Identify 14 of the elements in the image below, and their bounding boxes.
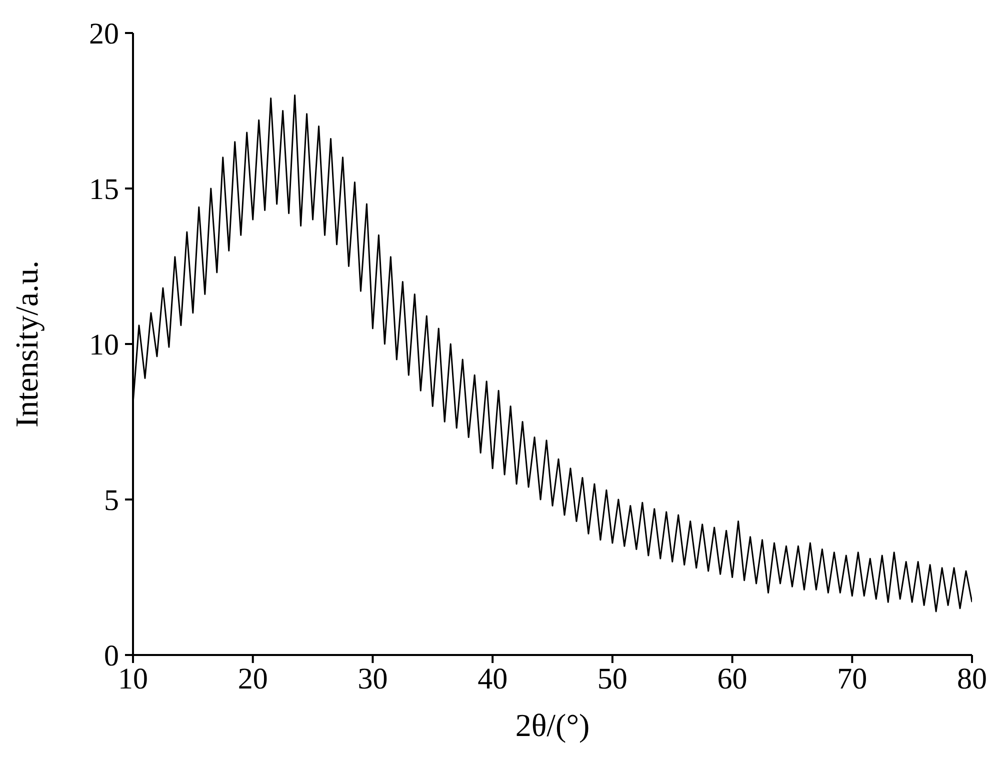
y-tick-label: 5 bbox=[104, 484, 119, 518]
x-tick-label: 60 bbox=[717, 662, 748, 696]
y-tick-label: 15 bbox=[89, 173, 119, 206]
x-tick-label: 50 bbox=[597, 662, 628, 696]
x-tick-label: 40 bbox=[478, 662, 508, 696]
x-axis-title: 2θ/(°) bbox=[515, 707, 590, 743]
x-tick-label: 70 bbox=[837, 662, 868, 696]
x-tick-label: 30 bbox=[358, 662, 388, 696]
x-tick-label: 20 bbox=[238, 662, 268, 696]
x-tick-label: 80 bbox=[957, 662, 987, 696]
y-tick-label: 0 bbox=[104, 640, 119, 673]
y-axis-title: Intensity/a.u. bbox=[8, 260, 44, 428]
y-tick-label: 20 bbox=[89, 18, 119, 51]
y-tick-label: 10 bbox=[89, 328, 119, 362]
